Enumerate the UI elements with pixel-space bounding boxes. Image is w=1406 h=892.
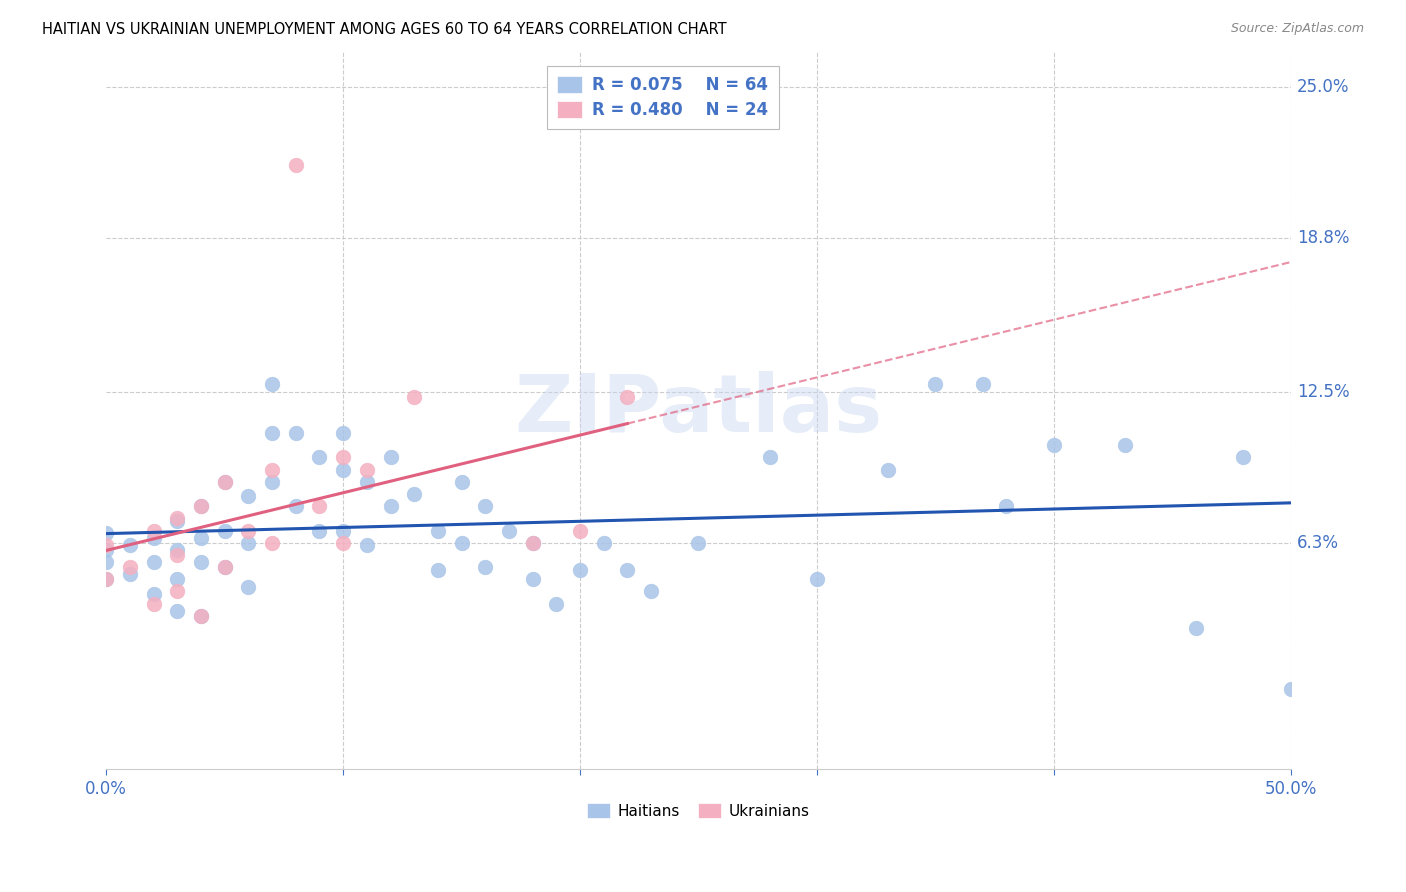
Point: [474, 560, 496, 574]
Point: [262, 535, 284, 549]
Point: [1185, 621, 1208, 635]
Point: [332, 524, 354, 538]
Point: [118, 560, 141, 574]
Point: [262, 475, 284, 489]
Point: [142, 597, 165, 611]
Point: [214, 475, 236, 489]
Point: [569, 524, 592, 538]
Point: [142, 524, 165, 538]
Point: [284, 158, 307, 172]
Point: [166, 584, 188, 599]
Point: [238, 580, 260, 594]
Point: [426, 563, 449, 577]
Point: [995, 500, 1018, 514]
Text: 25.0%: 25.0%: [1296, 78, 1350, 96]
Point: [238, 490, 260, 504]
Point: [450, 535, 472, 549]
Point: [166, 604, 188, 618]
Point: [190, 500, 212, 514]
Point: [166, 543, 188, 558]
Point: [262, 377, 284, 392]
Point: [118, 567, 141, 582]
Point: [96, 526, 118, 541]
Point: [190, 555, 212, 569]
Point: [262, 463, 284, 477]
Point: [190, 608, 212, 623]
Point: [308, 524, 330, 538]
Point: [426, 524, 449, 538]
Point: [332, 426, 354, 441]
Point: [688, 535, 710, 549]
Point: [474, 500, 496, 514]
Point: [404, 390, 426, 404]
Point: [546, 597, 568, 611]
Text: ZIPatlas: ZIPatlas: [515, 371, 883, 449]
Point: [190, 608, 212, 623]
Point: [332, 450, 354, 465]
Point: [356, 463, 378, 477]
Point: [616, 390, 638, 404]
Point: [142, 587, 165, 601]
Point: [96, 555, 118, 569]
Point: [616, 563, 638, 577]
Point: [308, 450, 330, 465]
Point: [238, 524, 260, 538]
Point: [142, 555, 165, 569]
Point: [214, 560, 236, 574]
Point: [96, 572, 118, 586]
Point: [758, 450, 780, 465]
Point: [1279, 681, 1302, 696]
Point: [924, 377, 946, 392]
Text: Source: ZipAtlas.com: Source: ZipAtlas.com: [1230, 22, 1364, 36]
Point: [166, 572, 188, 586]
Point: [569, 563, 592, 577]
Point: [214, 524, 236, 538]
Point: [522, 572, 544, 586]
Point: [96, 538, 118, 552]
Point: [972, 377, 994, 392]
Point: [284, 426, 307, 441]
Point: [284, 500, 307, 514]
Point: [166, 548, 188, 562]
Point: [118, 538, 141, 552]
Point: [450, 475, 472, 489]
Point: [142, 531, 165, 545]
Point: [806, 572, 828, 586]
Point: [877, 463, 900, 477]
Text: 12.5%: 12.5%: [1296, 383, 1350, 401]
Text: 18.8%: 18.8%: [1296, 229, 1350, 247]
Point: [404, 487, 426, 501]
Point: [1114, 438, 1136, 452]
Point: [640, 584, 662, 599]
Point: [356, 538, 378, 552]
Point: [380, 450, 402, 465]
Point: [356, 475, 378, 489]
Point: [96, 572, 118, 586]
Point: [96, 543, 118, 558]
Point: [332, 535, 354, 549]
Text: 6.3%: 6.3%: [1296, 533, 1339, 552]
Point: [214, 475, 236, 489]
Text: HAITIAN VS UKRAINIAN UNEMPLOYMENT AMONG AGES 60 TO 64 YEARS CORRELATION CHART: HAITIAN VS UKRAINIAN UNEMPLOYMENT AMONG …: [42, 22, 727, 37]
Point: [308, 500, 330, 514]
Point: [238, 535, 260, 549]
Point: [522, 535, 544, 549]
Point: [1043, 438, 1066, 452]
Point: [190, 500, 212, 514]
Point: [166, 514, 188, 528]
Point: [592, 535, 614, 549]
Point: [190, 531, 212, 545]
Point: [1232, 450, 1254, 465]
Point: [498, 524, 520, 538]
Point: [214, 560, 236, 574]
Point: [380, 500, 402, 514]
Legend: Haitians, Ukrainians: Haitians, Ukrainians: [579, 795, 817, 826]
Point: [262, 426, 284, 441]
Point: [166, 511, 188, 525]
Point: [522, 535, 544, 549]
Point: [332, 463, 354, 477]
